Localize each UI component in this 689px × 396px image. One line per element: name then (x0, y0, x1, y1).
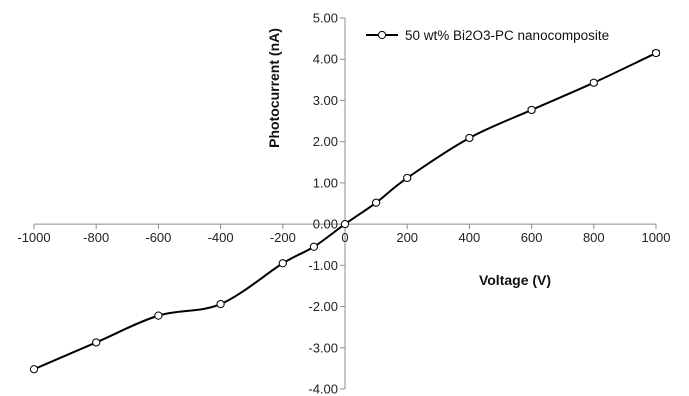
x-tick-label: 400 (459, 230, 481, 245)
axes (34, 18, 656, 389)
data-point (278, 259, 287, 268)
data-point (403, 173, 412, 183)
legend-entry-label: 50 wt% Bi2O3-PC nanocomposite (405, 28, 609, 43)
x-tick-label: 800 (583, 230, 605, 245)
y-axis-title: Photocurrent (nA) (266, 28, 282, 148)
x-tick-label: -600 (145, 230, 171, 245)
legend-marker-icon (377, 30, 387, 40)
y-tick-label: 1.00 (313, 175, 338, 190)
x-tick-label: -1000 (17, 230, 50, 245)
data-point (465, 133, 474, 143)
x-axis-title: Voltage (V) (479, 272, 551, 288)
series-layer (29, 48, 661, 374)
data-point (651, 48, 661, 58)
y-tick-label: 0.00 (313, 217, 338, 232)
x-tick-label: 200 (396, 230, 418, 245)
y-tick-label: 4.00 (313, 52, 338, 67)
data-point (29, 365, 39, 374)
x-tick-label: 0 (341, 230, 348, 245)
x-tick-label: -800 (83, 230, 109, 245)
data-point (589, 78, 598, 87)
y-axis-ticks: -4.00 -3.00 -2.00 -1.00 0.00 1.00 2.00 3.00 4.00… (308, 11, 345, 396)
data-point (372, 198, 381, 207)
x-tick-label: 1000 (642, 230, 671, 245)
legend: 50 wt% Bi2O3-PC nanocomposite (366, 28, 609, 43)
x-axis-ticks: -1000 -800 -600 -400 -200 0 200 400 600 800 1000 (17, 224, 670, 245)
data-point (216, 299, 225, 309)
data-point (340, 220, 350, 229)
y-tick-label: -1.00 (308, 258, 338, 273)
data-point (527, 105, 536, 115)
x-tick-label: -400 (208, 230, 234, 245)
y-tick-label: -2.00 (308, 299, 338, 314)
y-tick-label: -3.00 (308, 340, 338, 355)
data-point (309, 242, 318, 251)
y-tick-label: 3.00 (313, 93, 338, 108)
y-tick-label: 2.00 (313, 134, 338, 149)
data-point (154, 311, 163, 320)
y-tick-label: -4.00 (308, 382, 338, 396)
data-point (92, 338, 101, 347)
x-tick-label: 600 (521, 230, 543, 245)
y-tick-label: 5.00 (313, 11, 338, 26)
x-tick-label: -200 (270, 230, 296, 245)
